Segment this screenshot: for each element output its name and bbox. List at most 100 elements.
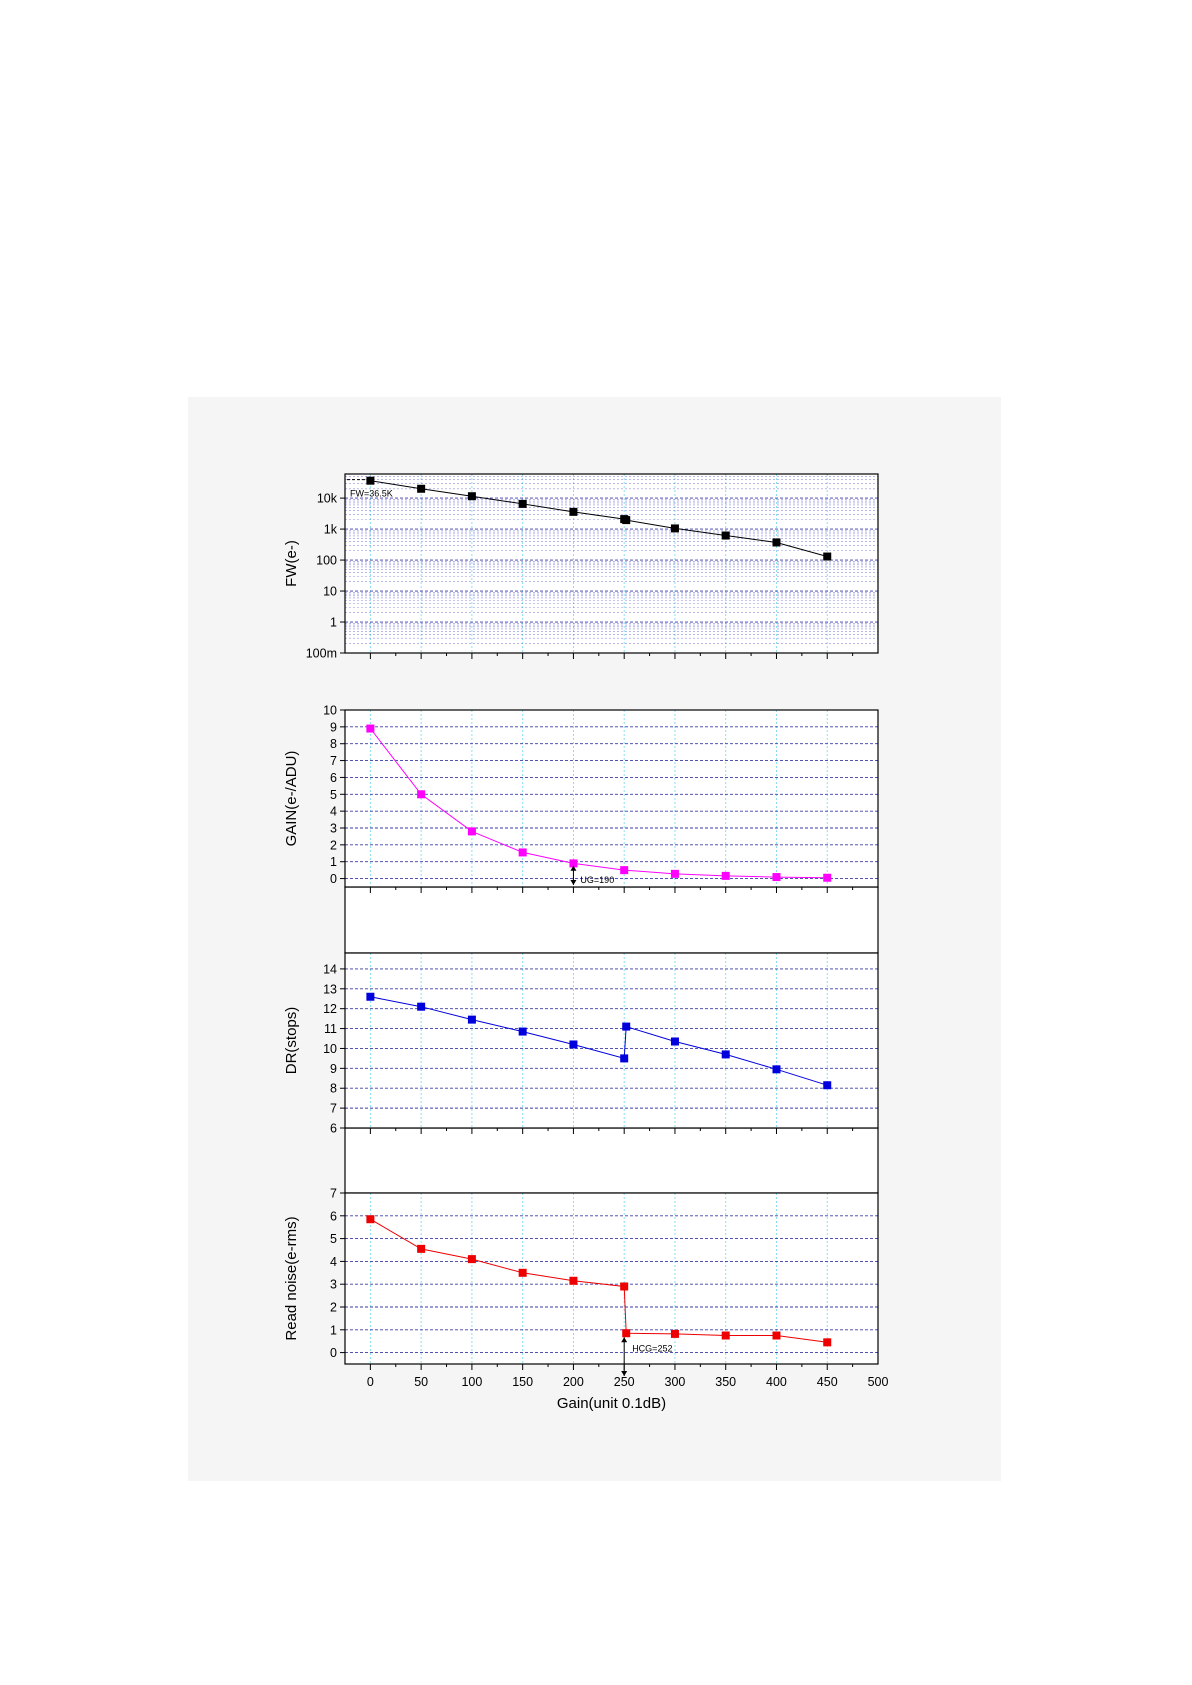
x-tick-label: 400 xyxy=(766,1375,787,1389)
y-tick-label: 7 xyxy=(330,1187,337,1201)
y-tick-label: 10 xyxy=(323,1042,337,1056)
data-point xyxy=(622,516,631,525)
arrow-head-icon xyxy=(621,1371,628,1376)
y-tick-label: 1 xyxy=(330,1323,337,1337)
y-tick-label: 8 xyxy=(330,737,337,751)
x-tick-label: 200 xyxy=(563,1375,584,1389)
series-line-gain xyxy=(370,728,828,879)
plot-frame xyxy=(344,473,879,654)
data-point xyxy=(366,724,375,733)
data-point xyxy=(721,1050,730,1059)
y-tick-label: 5 xyxy=(330,788,337,802)
y-tick-label: 0 xyxy=(330,1346,337,1360)
data-point xyxy=(518,1268,527,1277)
data-point xyxy=(467,1015,476,1024)
data-point xyxy=(518,1027,527,1036)
data-point xyxy=(721,1331,730,1340)
y-axis-title: DR(stops) xyxy=(283,1007,300,1075)
y-tick-label: 9 xyxy=(330,1062,337,1076)
y-axis-title: Read noise(e-rms) xyxy=(283,1216,300,1340)
data-point xyxy=(622,1329,631,1338)
data-point xyxy=(670,1329,679,1338)
data-point xyxy=(772,873,781,882)
x-tick-label: 0 xyxy=(367,1375,374,1389)
y-tick-label: 1 xyxy=(330,855,337,869)
panel-spacer-box xyxy=(344,1127,879,1194)
y-tick-label: 4 xyxy=(330,805,337,819)
y-axis-title: FW(e-) xyxy=(283,540,300,587)
data-point xyxy=(772,1065,781,1074)
plot-area xyxy=(345,710,878,887)
y-tick-label: 11 xyxy=(324,1022,337,1036)
y-tick-label: 4 xyxy=(330,1255,337,1269)
y-tick-label: 6 xyxy=(330,771,337,785)
data-point xyxy=(620,866,629,875)
data-point xyxy=(772,538,781,547)
plot-frame xyxy=(344,709,879,888)
data-point xyxy=(620,1054,629,1063)
chart-panel-fw: 100m 1 10 100 1k 10k FW(e-) FW=36.5K xyxy=(283,473,879,661)
y-tick-label: 12 xyxy=(323,1002,337,1016)
y-tick-label: 7 xyxy=(330,1102,337,1116)
y-tick-label: 5 xyxy=(330,1232,337,1246)
y-tick-label: 100m xyxy=(306,647,337,661)
x-tick-label: 100 xyxy=(461,1375,482,1389)
data-point xyxy=(366,476,375,485)
x-tick-label: 500 xyxy=(868,1375,889,1389)
multi-panel-chart: 100m1101001k10kFW(e-)FW=36.5K01234567891… xyxy=(188,397,1001,1481)
data-point xyxy=(670,869,679,878)
annotation-label: FW=36.5K xyxy=(350,489,393,499)
data-point xyxy=(620,1282,629,1291)
plot-area xyxy=(345,953,878,1128)
y-tick-label: 10 xyxy=(323,585,337,599)
y-tick-label: 10 xyxy=(323,704,337,718)
y-tick-label: 2 xyxy=(330,1301,337,1315)
y-tick-label: 0 xyxy=(330,872,337,886)
x-tick-label: 150 xyxy=(512,1375,533,1389)
x-tick-label: 300 xyxy=(665,1375,686,1389)
chart-panel-noise: 0 1 2 3 4 5 6 7 Read noise(e-rms) HCG=252 0 50 100 15… xyxy=(283,1187,888,1413)
data-point xyxy=(569,1040,578,1049)
y-axis-title: GAIN(e-/ADU) xyxy=(283,751,300,847)
data-point xyxy=(569,859,578,868)
annotation-label: UG=190 xyxy=(580,875,614,885)
y-tick-label: 1k xyxy=(324,523,338,537)
y-tick-label: 10k xyxy=(317,492,338,506)
y-tick-label: 6 xyxy=(330,1209,337,1223)
data-point xyxy=(823,552,832,561)
y-tick-label: 9 xyxy=(330,720,337,734)
data-point xyxy=(823,873,832,882)
x-tick-label: 450 xyxy=(817,1375,838,1389)
x-tick-label: 250 xyxy=(614,1375,635,1389)
plot-frame xyxy=(344,1192,879,1365)
plot-frame xyxy=(344,952,879,1129)
data-point xyxy=(823,1081,832,1090)
y-tick-label: 14 xyxy=(323,962,337,976)
y-tick-label: 2 xyxy=(330,838,337,852)
y-tick-label: 8 xyxy=(330,1082,337,1096)
data-point xyxy=(366,1215,375,1224)
x-axis-title: Gain(unit 0.1dB) xyxy=(557,1395,666,1412)
data-point xyxy=(467,1255,476,1264)
data-point xyxy=(417,1002,426,1011)
y-tick-label: 7 xyxy=(330,754,337,768)
plot-area xyxy=(345,1193,878,1364)
data-point xyxy=(622,1022,631,1031)
y-tick-label: 6 xyxy=(330,1122,337,1136)
arrow-head-icon xyxy=(570,865,577,871)
y-tick-label: 13 xyxy=(323,982,337,996)
data-point xyxy=(670,524,679,533)
chart-panel-gain: 0 1 2 3 4 5 6 7 8 9 10 GAIN(e-/ADU) UG=190 xyxy=(283,704,879,893)
y-tick-label: 3 xyxy=(330,822,337,836)
x-tick-label: 350 xyxy=(715,1375,736,1389)
data-point xyxy=(417,790,426,799)
data-point xyxy=(721,531,730,540)
y-tick-label: 1 xyxy=(330,616,337,630)
y-tick-label: 100 xyxy=(316,554,337,568)
panel-spacer-box xyxy=(344,886,879,954)
data-point xyxy=(417,484,426,493)
x-tick-label: 50 xyxy=(414,1375,428,1389)
data-point xyxy=(569,507,578,516)
data-point xyxy=(823,1338,832,1347)
arrow-head-icon xyxy=(570,880,577,885)
